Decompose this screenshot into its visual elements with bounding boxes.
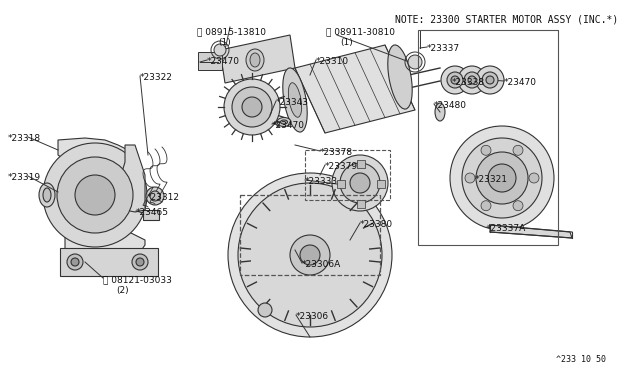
- Text: (2): (2): [116, 286, 129, 295]
- Bar: [357, 160, 365, 168]
- Ellipse shape: [43, 188, 51, 202]
- Circle shape: [232, 87, 272, 127]
- Bar: [305, 150, 390, 200]
- Circle shape: [350, 173, 370, 193]
- Circle shape: [464, 72, 480, 88]
- Text: *23378: *23378: [320, 148, 353, 157]
- Ellipse shape: [39, 183, 55, 207]
- Circle shape: [224, 79, 280, 135]
- Circle shape: [290, 235, 330, 275]
- Circle shape: [468, 76, 476, 84]
- Circle shape: [408, 55, 422, 69]
- Bar: [337, 180, 345, 188]
- Text: NOTE: 23300 STARTER MOTOR ASSY (INC.*): NOTE: 23300 STARTER MOTOR ASSY (INC.*): [395, 14, 618, 24]
- Ellipse shape: [289, 83, 301, 117]
- Text: *23318: *23318: [8, 134, 41, 143]
- Polygon shape: [220, 35, 295, 83]
- Polygon shape: [58, 138, 145, 258]
- Text: *23333: *23333: [305, 177, 338, 186]
- Circle shape: [340, 163, 380, 203]
- Circle shape: [482, 72, 498, 88]
- Circle shape: [450, 126, 554, 230]
- Circle shape: [462, 138, 542, 218]
- Text: Ⓑ 08121-03033: Ⓑ 08121-03033: [103, 275, 172, 284]
- Bar: [60, 248, 158, 276]
- Text: *23480: *23480: [434, 101, 467, 110]
- Polygon shape: [295, 45, 415, 133]
- Circle shape: [150, 191, 160, 201]
- Bar: [377, 180, 385, 188]
- Bar: [198, 52, 222, 70]
- Bar: [143, 210, 159, 220]
- Text: (1): (1): [218, 38, 231, 47]
- Ellipse shape: [277, 118, 291, 126]
- Text: *23379: *23379: [325, 162, 358, 171]
- Circle shape: [529, 173, 539, 183]
- Circle shape: [332, 155, 388, 211]
- Circle shape: [214, 44, 226, 56]
- Polygon shape: [490, 225, 572, 238]
- Bar: [357, 200, 365, 208]
- Circle shape: [451, 76, 459, 84]
- Circle shape: [447, 72, 463, 88]
- Text: *23306A: *23306A: [302, 260, 341, 269]
- Text: *23470: *23470: [504, 78, 537, 87]
- Text: *23306: *23306: [296, 312, 329, 321]
- Circle shape: [238, 183, 382, 327]
- Text: *23465: *23465: [136, 208, 169, 217]
- Text: *23321: *23321: [475, 175, 508, 184]
- Circle shape: [43, 143, 147, 247]
- Circle shape: [488, 164, 516, 192]
- Text: (1): (1): [340, 38, 353, 47]
- Circle shape: [481, 201, 491, 211]
- Text: *23322: *23322: [140, 73, 173, 82]
- Circle shape: [258, 303, 272, 317]
- Circle shape: [71, 258, 79, 266]
- Circle shape: [486, 76, 494, 84]
- Ellipse shape: [250, 53, 260, 67]
- Text: Ⓝ 08911-30810: Ⓝ 08911-30810: [326, 27, 395, 36]
- Text: *23312: *23312: [147, 193, 180, 202]
- Circle shape: [476, 66, 504, 94]
- Circle shape: [146, 187, 164, 205]
- Ellipse shape: [246, 49, 264, 71]
- Circle shape: [132, 254, 148, 270]
- Bar: [240, 195, 380, 275]
- Circle shape: [57, 157, 133, 233]
- Circle shape: [228, 173, 392, 337]
- Ellipse shape: [283, 68, 307, 132]
- Text: *23380: *23380: [360, 220, 393, 229]
- Text: *23470: *23470: [272, 121, 305, 130]
- Circle shape: [136, 258, 144, 266]
- Circle shape: [465, 173, 475, 183]
- Circle shape: [476, 152, 528, 204]
- Text: *23337A: *23337A: [487, 224, 526, 233]
- Text: *23310: *23310: [316, 57, 349, 66]
- Text: *23338: *23338: [452, 78, 485, 87]
- Circle shape: [458, 66, 486, 94]
- Polygon shape: [120, 145, 145, 212]
- Circle shape: [513, 145, 523, 155]
- Circle shape: [75, 175, 115, 215]
- Circle shape: [242, 97, 262, 117]
- Text: ^233 10 50: ^233 10 50: [556, 355, 606, 364]
- Circle shape: [481, 145, 491, 155]
- Ellipse shape: [435, 103, 445, 121]
- Text: *23337: *23337: [427, 44, 460, 53]
- Text: *23319: *23319: [8, 173, 41, 182]
- Text: *23470: *23470: [207, 57, 240, 66]
- Text: *23343: *23343: [276, 98, 309, 107]
- Circle shape: [513, 201, 523, 211]
- Ellipse shape: [388, 45, 412, 109]
- Circle shape: [441, 66, 469, 94]
- Ellipse shape: [280, 120, 287, 124]
- Bar: [418, 30, 558, 245]
- Text: ⓜ 08915-13810: ⓜ 08915-13810: [197, 27, 266, 36]
- Circle shape: [67, 254, 83, 270]
- Circle shape: [300, 245, 320, 265]
